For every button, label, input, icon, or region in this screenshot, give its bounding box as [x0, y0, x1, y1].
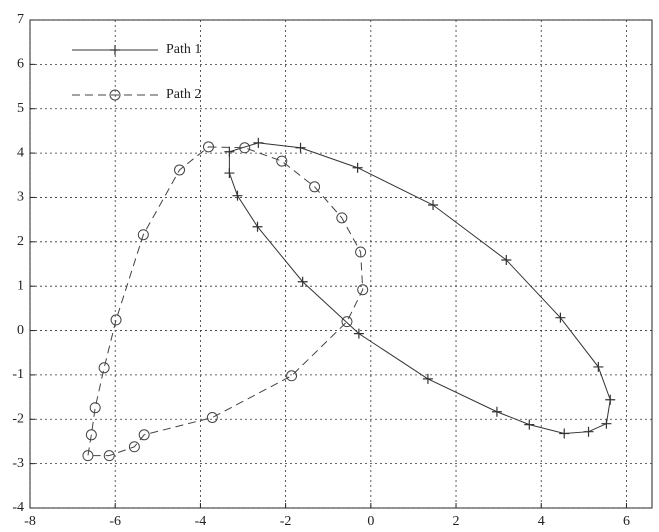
- data-point: [98, 362, 110, 374]
- data-point: [103, 450, 115, 462]
- y-tick-label: -4: [12, 500, 24, 515]
- legend-label: Path 2: [166, 87, 201, 102]
- y-tick-label: -1: [12, 367, 24, 382]
- data-point: [138, 429, 150, 441]
- y-tick-label: 3: [17, 190, 24, 205]
- data-point: [336, 212, 348, 224]
- y-tick-label: 2: [17, 234, 24, 249]
- data-point: [501, 255, 512, 266]
- data-point: [593, 361, 604, 372]
- data-point: [85, 429, 97, 441]
- x-tick-label: -8: [24, 514, 36, 529]
- data-point: [128, 441, 140, 453]
- data-point: [355, 246, 367, 258]
- series-line: [87, 146, 364, 457]
- legend-marker: [110, 45, 120, 55]
- data-point: [341, 316, 353, 328]
- y-tick-label: 7: [17, 12, 24, 27]
- x-tick-label: -2: [280, 514, 292, 529]
- x-tick-label: 2: [453, 514, 460, 529]
- data-point: [110, 314, 122, 326]
- y-tick-label: 1: [17, 278, 24, 293]
- y-tick-label: -3: [12, 456, 24, 471]
- data-point: [232, 190, 243, 201]
- data-point: [297, 276, 308, 287]
- data-point: [82, 450, 94, 462]
- data-point: [206, 411, 218, 423]
- y-tick-label: -2: [12, 411, 24, 426]
- data-point: [353, 328, 364, 339]
- data-point: [224, 146, 235, 157]
- x-tick-label: -6: [109, 514, 121, 529]
- data-point: [137, 229, 149, 241]
- data-point: [253, 137, 264, 148]
- data-point: [295, 142, 306, 153]
- legend-label: Path 1: [166, 42, 201, 57]
- data-point: [555, 312, 566, 323]
- data-point: [89, 402, 101, 414]
- data-point: [224, 168, 235, 179]
- data-point: [428, 199, 439, 210]
- data-point: [422, 373, 433, 384]
- data-point: [601, 418, 612, 429]
- data-point: [309, 181, 321, 193]
- x-tick-label: -4: [195, 514, 207, 529]
- data-point: [276, 155, 288, 167]
- y-tick-label: 0: [17, 323, 24, 338]
- data-point: [357, 284, 369, 296]
- x-tick-label: 4: [538, 514, 545, 529]
- data-point: [559, 428, 570, 439]
- data-point: [352, 162, 363, 173]
- y-tick-label: 5: [17, 101, 24, 116]
- y-tick-label: 4: [17, 145, 24, 160]
- data-point: [583, 426, 594, 437]
- data-point: [286, 370, 298, 382]
- data-point: [174, 164, 186, 176]
- x-tick-label: 6: [623, 514, 630, 529]
- y-tick-label: 6: [17, 57, 24, 72]
- plot-area: [29, 19, 653, 509]
- data-point: [239, 142, 251, 154]
- legend-marker: [109, 89, 121, 101]
- data-point: [605, 394, 616, 405]
- data-point: [491, 406, 502, 417]
- data-point: [252, 221, 263, 232]
- data-point: [203, 141, 215, 153]
- data-point: [524, 419, 535, 430]
- x-tick-label: 0: [367, 514, 374, 529]
